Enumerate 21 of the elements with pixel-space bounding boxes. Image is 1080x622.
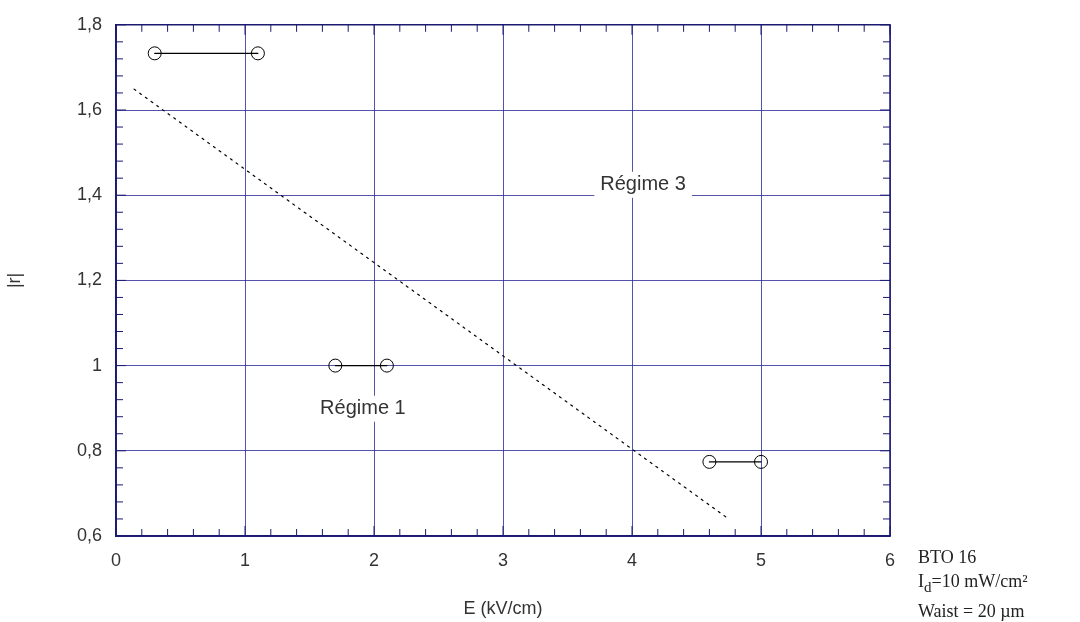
x-tick-label: 6 xyxy=(884,549,896,570)
y-tick-label: 0,6 xyxy=(76,524,102,545)
y-axis-title: |r| xyxy=(3,272,24,289)
x-tick-label: 4 xyxy=(626,549,638,570)
x-tick-label: 0 xyxy=(110,549,122,570)
x-tick-label: 5 xyxy=(755,549,767,570)
y-tick-label: 1,4 xyxy=(76,184,102,205)
y-tick-label: 1,2 xyxy=(76,269,102,290)
y-tick-label: 1 xyxy=(91,354,102,375)
text: BTO 16 xyxy=(918,546,978,569)
annotation: Régime 1 xyxy=(320,396,406,419)
x-axis-title: E (kV/cm) xyxy=(463,598,543,619)
y-tick-label: 0,8 xyxy=(76,439,102,460)
text: I$_{d}$=10 mW/cm² xyxy=(918,570,1028,597)
x-tick-label: 3 xyxy=(497,549,509,570)
x-tick-label: 2 xyxy=(368,549,380,570)
y-tick-label: 1,6 xyxy=(76,98,102,119)
text: Waist = 20 µm xyxy=(918,599,1026,622)
x-tick-label: 1 xyxy=(239,549,251,570)
annotation: Régime 3 xyxy=(600,172,686,195)
y-tick-label: 1,8 xyxy=(76,13,102,34)
